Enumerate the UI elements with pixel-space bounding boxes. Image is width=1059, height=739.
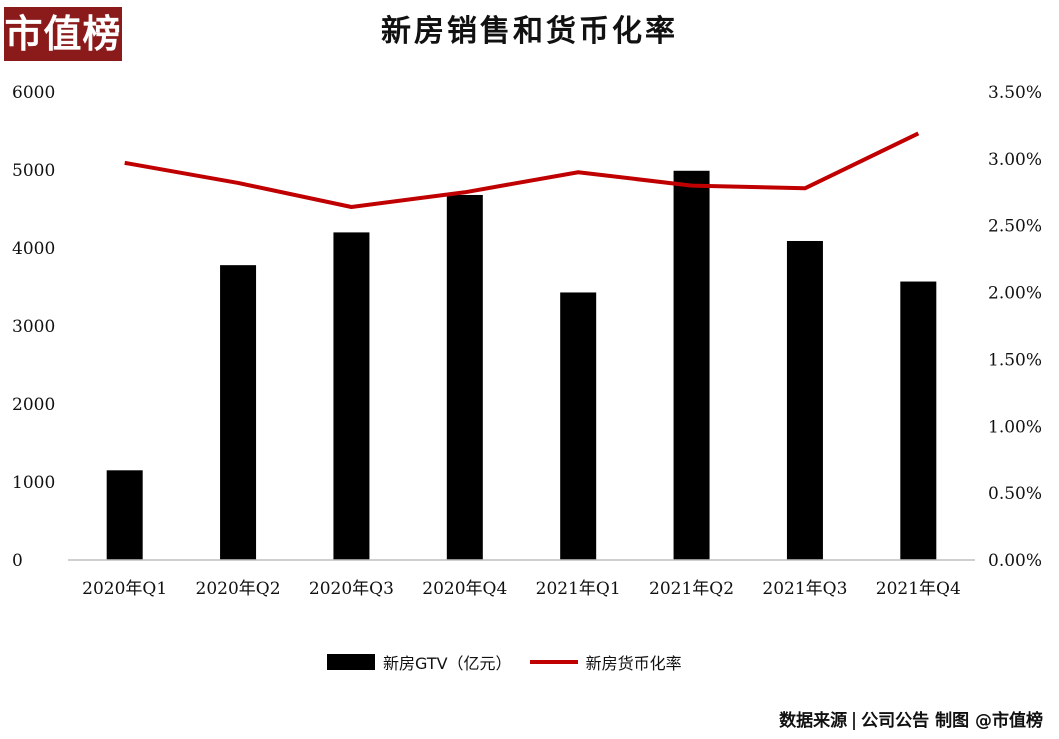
- legend-swatch-bar: [327, 654, 375, 670]
- right-axis-ticks: 0.00% 0.50% 1.00% 1.50% 2.00% 2.50% 3.00% 3.50%: [988, 83, 1042, 571]
- rate-line: [124, 131, 920, 209]
- x-axis-labels: 2020年Q1 2020年Q2 2020年Q3 2020年Q4 2021年Q1 2021年…: [82, 579, 961, 599]
- x-tick-label: 2021年Q3: [762, 579, 847, 599]
- gtv-bar: [560, 292, 597, 560]
- x-tick-label: 2020年Q2: [196, 579, 281, 599]
- source-note: 数据来源 公司公告 制图 @市值榜: [779, 706, 1043, 731]
- gtv-bar: [333, 232, 370, 560]
- legend-swatch-line: [529, 660, 578, 664]
- source-separator: [853, 712, 856, 730]
- gtv-bar: [446, 194, 483, 560]
- gtv-bar: [106, 470, 143, 560]
- chart-title: 新房销售和货币化率: [381, 14, 678, 49]
- left-tick-label: 2000: [12, 395, 55, 415]
- source-label: 数据来源: [779, 711, 848, 731]
- right-tick-label: 2.00%: [988, 284, 1042, 304]
- right-tick-label: 2.50%: [988, 217, 1042, 237]
- x-tick-label: 2020年Q4: [422, 579, 507, 599]
- brand-logo: 市值榜: [4, 7, 122, 61]
- gtv-bar: [786, 240, 823, 561]
- x-tick-label: 2021年Q2: [649, 579, 734, 599]
- right-tick-label: 0.50%: [988, 484, 1042, 504]
- x-tick-label: 2020年Q1: [82, 579, 167, 599]
- left-tick-label: 3000: [12, 317, 55, 337]
- left-tick-label: 0: [12, 551, 23, 571]
- gtv-bar: [900, 281, 937, 560]
- right-tick-label: 3.00%: [988, 150, 1042, 170]
- right-tick-label: 1.00%: [988, 417, 1042, 437]
- left-tick-label: 5000: [12, 161, 55, 181]
- right-tick-label: 0.00%: [988, 551, 1042, 571]
- left-tick-label: 4000: [12, 239, 55, 259]
- left-tick-label: 1000: [12, 473, 55, 493]
- left-tick-label: 6000: [12, 83, 55, 103]
- gtv-bar: [673, 170, 710, 560]
- left-axis-ticks: 0 1000 2000 3000 4000 5000 6000: [12, 83, 55, 571]
- source-text: 公司公告 制图 @市值榜: [861, 711, 1043, 731]
- x-tick-label: 2021年Q4: [876, 579, 961, 599]
- right-tick-label: 1.50%: [988, 350, 1042, 370]
- bar-series: [106, 170, 937, 561]
- legend-item-rate: 新房货币化率: [529, 650, 682, 674]
- x-tick-label: 2020年Q3: [309, 579, 394, 599]
- gtv-bar: [220, 265, 257, 560]
- legend-label-rate: 新房货币化率: [585, 654, 682, 673]
- legend: 新房GTV（亿元） 新房货币化率: [327, 650, 700, 674]
- legend-item-gtv: 新房GTV（亿元）: [327, 650, 512, 674]
- right-tick-label: 3.50%: [988, 83, 1042, 103]
- x-tick-label: 2021年Q1: [536, 579, 621, 599]
- legend-label-gtv: 新房GTV（亿元）: [383, 654, 512, 673]
